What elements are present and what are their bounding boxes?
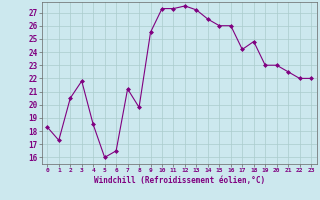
X-axis label: Windchill (Refroidissement éolien,°C): Windchill (Refroidissement éolien,°C)	[94, 176, 265, 185]
